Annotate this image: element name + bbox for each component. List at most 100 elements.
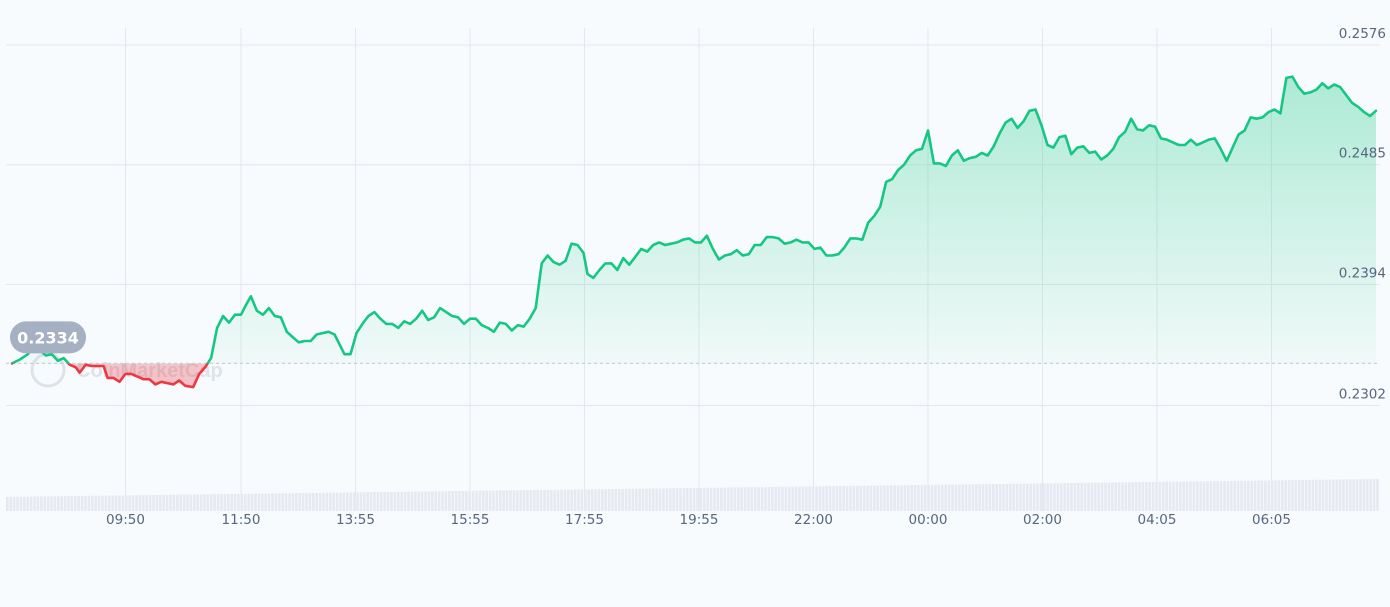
volume-bar-302 bbox=[1032, 483, 1036, 511]
volume-bar-167 bbox=[573, 489, 577, 511]
volume-bar-103 bbox=[356, 492, 359, 511]
price-point-110 bbox=[664, 244, 666, 246]
volume-bar-122 bbox=[420, 491, 424, 511]
volume-bar-362 bbox=[1236, 480, 1240, 511]
volume-bar-91 bbox=[315, 492, 318, 511]
price-point-32 bbox=[204, 367, 206, 369]
volume-bar-61 bbox=[213, 494, 216, 511]
volume-bar-85 bbox=[295, 493, 298, 511]
price-point-192 bbox=[1154, 126, 1156, 128]
volume-bar-135 bbox=[465, 490, 468, 511]
volume-bar-271 bbox=[927, 484, 930, 511]
volume-bar-400 bbox=[1366, 479, 1369, 511]
volume-bar-38 bbox=[135, 495, 138, 511]
y-tick-label-0: 0.2576 bbox=[1339, 26, 1386, 42]
volume-bar-351 bbox=[1199, 481, 1202, 511]
price-point-204 bbox=[1226, 160, 1228, 162]
price-point-157 bbox=[945, 165, 947, 167]
price-point-80 bbox=[487, 327, 489, 329]
volume-bar-387 bbox=[1321, 479, 1325, 511]
volume-bar-311 bbox=[1063, 483, 1066, 511]
price-point-65 bbox=[397, 327, 399, 329]
volume-bar-297 bbox=[1015, 483, 1019, 511]
price-point-191 bbox=[1148, 124, 1150, 126]
volume-bar-82 bbox=[284, 493, 288, 511]
volume-bar-121 bbox=[417, 491, 420, 511]
price-point-127 bbox=[766, 236, 768, 238]
volume-bar-80 bbox=[278, 493, 281, 511]
volume-bar-304 bbox=[1039, 483, 1043, 511]
price-point-24 bbox=[155, 384, 157, 386]
volume-bar-179 bbox=[614, 488, 618, 511]
volume-bar-165 bbox=[567, 489, 570, 511]
price-point-221 bbox=[1327, 88, 1329, 90]
price-area-above-baseline bbox=[12, 76, 1376, 364]
price-point-0 bbox=[11, 363, 13, 365]
volume-bar-220 bbox=[754, 487, 757, 511]
volume-bar-178 bbox=[611, 489, 614, 511]
volume-bar-322 bbox=[1100, 482, 1104, 511]
volume-bar-16 bbox=[60, 496, 63, 511]
y-axis: 0.2576 0.2485 0.2394 0.2302 bbox=[1339, 26, 1386, 403]
volume-bar-355 bbox=[1213, 481, 1216, 511]
volume-bar-130 bbox=[448, 491, 451, 511]
price-point-60 bbox=[368, 315, 370, 317]
volume-bar-264 bbox=[903, 485, 907, 511]
volume-bar-303 bbox=[1036, 483, 1039, 511]
price-point-159 bbox=[957, 149, 959, 151]
volume-bar-142 bbox=[488, 490, 492, 511]
volume-bar-107 bbox=[369, 492, 373, 511]
volume-bar-329 bbox=[1124, 482, 1128, 511]
price-point-137 bbox=[826, 255, 828, 257]
volume-bar-96 bbox=[332, 492, 335, 511]
price-point-222 bbox=[1333, 84, 1335, 86]
volume-bar-308 bbox=[1053, 483, 1056, 511]
price-point-45 bbox=[280, 317, 282, 319]
volume-bar-110 bbox=[380, 492, 383, 511]
volume-bar-22 bbox=[80, 495, 84, 511]
price-point-9 bbox=[69, 364, 71, 366]
volume-bar-52 bbox=[182, 494, 186, 511]
volume-bar-243 bbox=[832, 486, 835, 511]
price-point-93 bbox=[565, 260, 567, 262]
price-point-122 bbox=[736, 249, 738, 251]
volume-bar-93 bbox=[322, 492, 325, 511]
volume-bar-217 bbox=[743, 487, 747, 511]
volume-bar-250 bbox=[856, 485, 859, 511]
volume-bar-92 bbox=[318, 492, 322, 511]
price-point-125 bbox=[754, 244, 756, 246]
price-point-83 bbox=[505, 323, 507, 325]
price-point-119 bbox=[718, 259, 720, 261]
price-point-71 bbox=[433, 317, 435, 319]
volume-bar-98 bbox=[339, 492, 342, 511]
volume-bar-331 bbox=[1131, 482, 1134, 511]
volume-bar-390 bbox=[1332, 479, 1335, 511]
volume-bar-231 bbox=[791, 486, 794, 511]
volume-bar-369 bbox=[1260, 480, 1264, 511]
volume-bar-205 bbox=[703, 487, 706, 511]
volume-bar-108 bbox=[373, 492, 376, 511]
volume-bar-32 bbox=[114, 495, 118, 511]
price-point-194 bbox=[1166, 139, 1168, 141]
price-point-59 bbox=[362, 323, 364, 325]
volume-bar-72 bbox=[250, 493, 254, 511]
volume-bar-242 bbox=[828, 486, 832, 511]
x-tick-label-3: 15:55 bbox=[451, 512, 490, 528]
price-point-166 bbox=[999, 132, 1001, 134]
volume-bar-367 bbox=[1253, 480, 1257, 511]
price-point-52 bbox=[322, 332, 324, 334]
volume-bar-393 bbox=[1342, 479, 1345, 511]
volume-bar-86 bbox=[298, 493, 301, 511]
volume-bar-248 bbox=[849, 485, 852, 511]
price-point-46 bbox=[286, 331, 288, 333]
price-point-91 bbox=[553, 261, 555, 263]
price-point-160 bbox=[963, 160, 965, 162]
price-point-212 bbox=[1274, 109, 1276, 111]
volume-bar-238 bbox=[815, 486, 818, 511]
price-point-50 bbox=[310, 340, 312, 342]
price-point-28 bbox=[178, 380, 180, 382]
volume-bar-366 bbox=[1250, 480, 1253, 511]
price-point-12 bbox=[85, 364, 87, 366]
